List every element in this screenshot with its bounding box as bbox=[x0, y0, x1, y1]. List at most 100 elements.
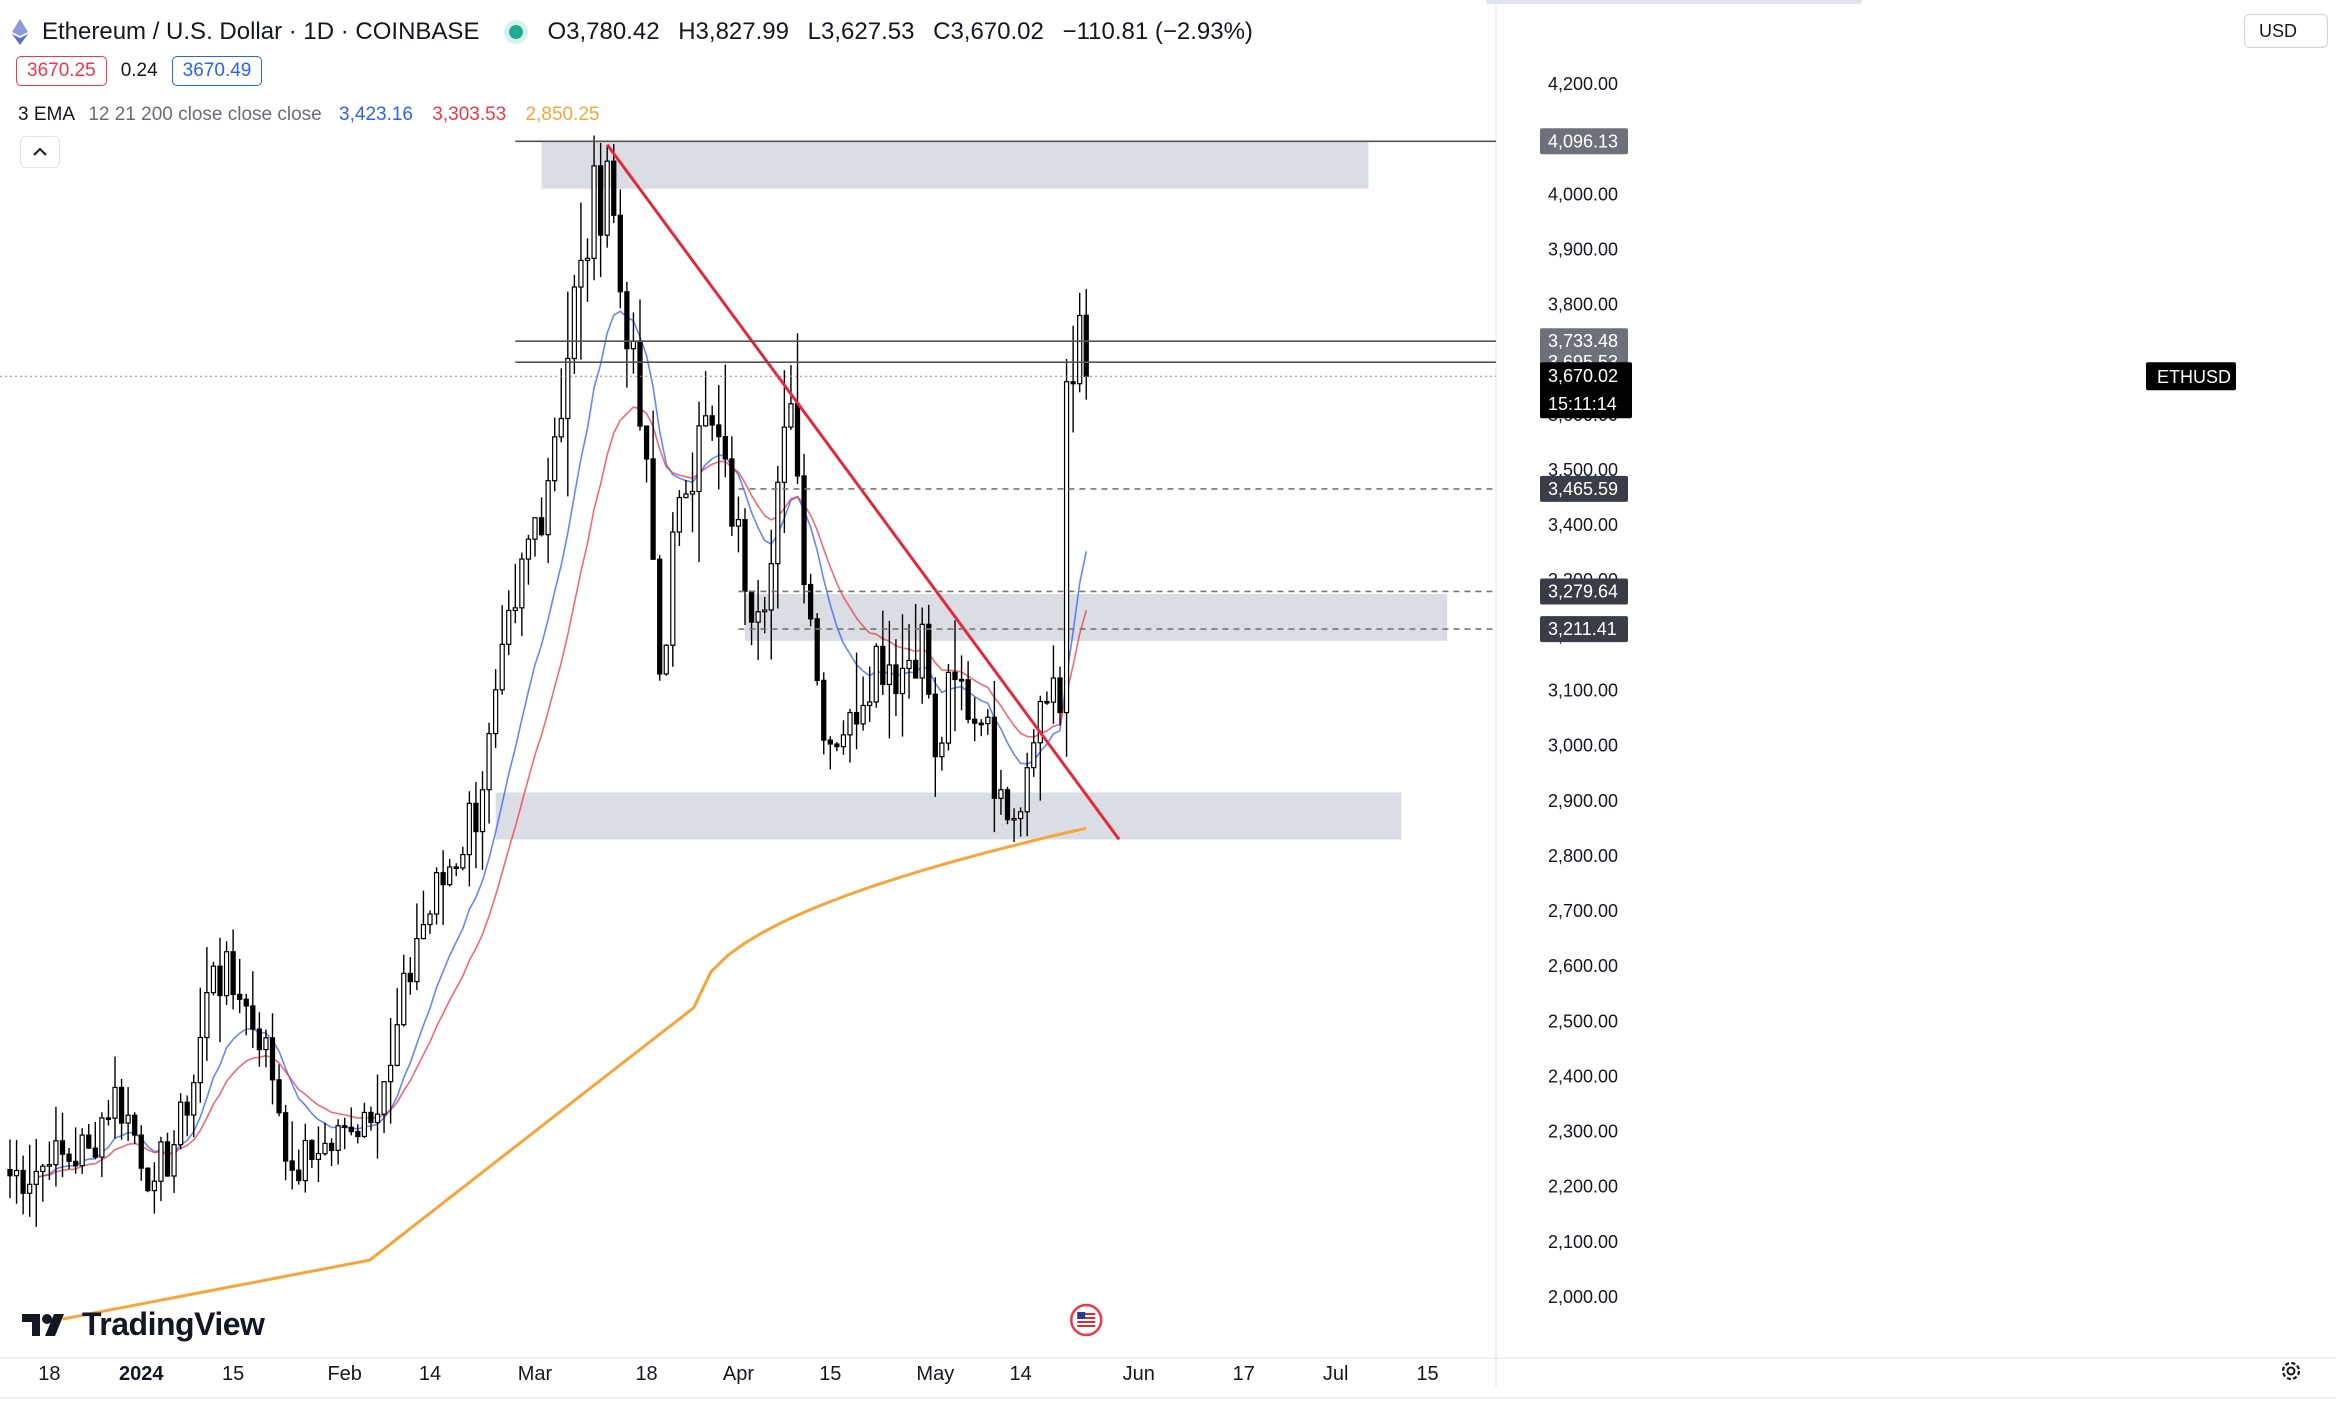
candle-body bbox=[343, 1126, 347, 1128]
symbol-title[interactable]: Ethereum / U.S. Dollar · 1D · COINBASE bbox=[42, 18, 479, 46]
candle bbox=[179, 1093, 183, 1149]
flag-stripe bbox=[1077, 1325, 1095, 1327]
chart-settings-button[interactable] bbox=[2276, 1358, 2306, 1388]
candle-body bbox=[992, 717, 996, 798]
candle bbox=[960, 655, 964, 710]
ema-21-line bbox=[36, 407, 1086, 1177]
collapse-legend-button[interactable] bbox=[20, 136, 60, 168]
indicator-legend[interactable]: 3 EMA 12 21 200 close close close 3,423.… bbox=[18, 104, 600, 126]
candle-body bbox=[225, 952, 229, 996]
candle bbox=[986, 709, 990, 735]
buy-price-button[interactable]: 3670.49 bbox=[172, 56, 263, 86]
candle-body bbox=[612, 161, 616, 215]
us-flag-event-icon bbox=[1071, 1305, 1101, 1335]
candle-body bbox=[284, 1113, 288, 1161]
y-tick-label: 3,800.00 bbox=[1548, 295, 1618, 315]
candle-body bbox=[356, 1132, 360, 1137]
candle-body bbox=[126, 1115, 130, 1123]
y-tick-label: 2,800.00 bbox=[1548, 846, 1618, 866]
candle-body bbox=[100, 1118, 104, 1157]
candle-body bbox=[80, 1135, 84, 1166]
tradingview-logo[interactable]: TradingView bbox=[22, 1306, 264, 1343]
candle-body bbox=[303, 1141, 307, 1181]
candle-body bbox=[146, 1168, 150, 1190]
candle bbox=[106, 1100, 110, 1126]
quote-row: 3670.25 0.24 3670.49 bbox=[16, 56, 262, 86]
candle bbox=[165, 1133, 169, 1177]
candle-body bbox=[855, 713, 859, 724]
candle bbox=[172, 1130, 176, 1193]
candle-body bbox=[946, 672, 950, 743]
candle-body bbox=[120, 1087, 124, 1123]
bar-countdown-label: 15:11:14 bbox=[1548, 394, 1617, 414]
candle bbox=[93, 1122, 97, 1159]
candle-body bbox=[211, 966, 215, 992]
candle bbox=[54, 1107, 58, 1187]
candle bbox=[1051, 646, 1055, 724]
candle-body bbox=[41, 1166, 45, 1171]
flag-canton bbox=[1077, 1312, 1085, 1319]
candle-body bbox=[179, 1102, 183, 1144]
sell-price-button[interactable]: 3670.25 bbox=[16, 56, 107, 86]
candle bbox=[684, 480, 688, 498]
candle bbox=[41, 1164, 45, 1202]
candle-body bbox=[487, 734, 491, 790]
candle-body bbox=[415, 939, 419, 982]
x-tick-label: 14 bbox=[419, 1363, 441, 1385]
x-tick-label: Feb bbox=[327, 1363, 361, 1385]
candle bbox=[487, 723, 491, 824]
y-tick-label: 2,100.00 bbox=[1548, 1232, 1618, 1252]
candle-body bbox=[474, 803, 478, 831]
candle bbox=[979, 719, 983, 736]
candle-body bbox=[736, 520, 740, 527]
x-tick-label: 18 bbox=[635, 1363, 657, 1385]
candle-body bbox=[500, 644, 504, 689]
candle-body bbox=[631, 341, 635, 349]
support-resistance-zone-1 bbox=[745, 594, 1447, 641]
candle bbox=[690, 453, 694, 533]
candle-body bbox=[960, 679, 964, 681]
x-tick-label: Jun bbox=[1123, 1363, 1155, 1385]
candle-body bbox=[408, 973, 412, 981]
candle bbox=[546, 458, 550, 563]
candle-body bbox=[480, 790, 484, 832]
candle bbox=[87, 1124, 91, 1149]
candle bbox=[28, 1145, 32, 1217]
candle bbox=[802, 454, 806, 604]
candle bbox=[710, 406, 714, 441]
y-tick-label: 2,200.00 bbox=[1548, 1177, 1618, 1197]
candle-body bbox=[192, 1083, 196, 1115]
candle-body bbox=[251, 1006, 255, 1029]
candle-body bbox=[133, 1115, 137, 1135]
candle-body bbox=[1019, 812, 1023, 819]
candle bbox=[782, 370, 786, 533]
candle-body bbox=[920, 624, 924, 678]
candle bbox=[723, 365, 727, 478]
candle bbox=[415, 903, 419, 990]
x-tick-label: 15 bbox=[222, 1363, 244, 1385]
candle bbox=[356, 1124, 360, 1143]
candle-body bbox=[93, 1148, 97, 1157]
candle bbox=[966, 661, 970, 723]
candle bbox=[231, 929, 235, 1009]
candle-body bbox=[60, 1141, 64, 1154]
candle bbox=[566, 292, 570, 497]
candle-body bbox=[395, 1025, 399, 1066]
candle bbox=[454, 863, 458, 876]
y-tick-label: 3,400.00 bbox=[1548, 515, 1618, 535]
candle-body bbox=[756, 612, 760, 622]
candle-body bbox=[723, 437, 727, 459]
candle-body bbox=[697, 426, 701, 492]
candle bbox=[316, 1126, 320, 1182]
candle bbox=[625, 282, 629, 388]
candle-body bbox=[927, 624, 931, 694]
candle-body bbox=[763, 610, 767, 612]
currency-selector[interactable]: USD bbox=[2244, 14, 2328, 48]
symbol-header: Ethereum / U.S. Dollar · 1D · COINBASE O… bbox=[12, 14, 1265, 50]
symbol-tag-label: ETHUSD bbox=[2157, 367, 2231, 387]
candle-body bbox=[809, 584, 813, 618]
candle-body bbox=[290, 1161, 294, 1170]
indicator-label: 3 EMA bbox=[18, 104, 75, 125]
candle-body bbox=[349, 1127, 353, 1131]
